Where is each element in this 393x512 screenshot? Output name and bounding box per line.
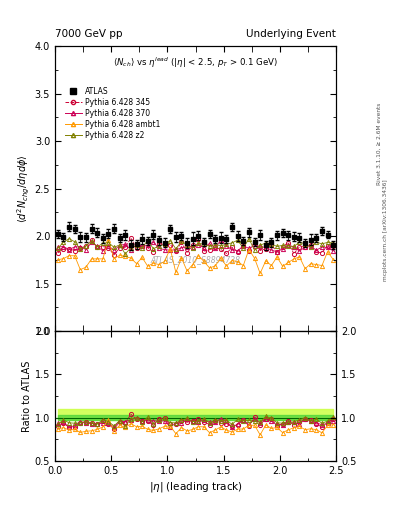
- Y-axis label: Ratio to ATLAS: Ratio to ATLAS: [22, 360, 32, 432]
- Y-axis label: $\langle d^2 N_{chg}/d\eta d\phi\rangle$: $\langle d^2 N_{chg}/d\eta d\phi\rangle$: [16, 154, 32, 223]
- Text: mcplots.cern.ch [arXiv:1306.3436]: mcplots.cern.ch [arXiv:1306.3436]: [384, 180, 388, 281]
- Legend: ATLAS, Pythia 6.428 345, Pythia 6.428 370, Pythia 6.428 ambt1, Pythia 6.428 z2: ATLAS, Pythia 6.428 345, Pythia 6.428 37…: [62, 84, 164, 143]
- Text: Underlying Event: Underlying Event: [246, 29, 336, 39]
- Text: ATLAS_2010_S8894728: ATLAS_2010_S8894728: [151, 255, 241, 264]
- X-axis label: $|\eta|$ (leading track): $|\eta|$ (leading track): [149, 480, 242, 494]
- Text: Rivet 3.1.10, ≥ 2.6M events: Rivet 3.1.10, ≥ 2.6M events: [377, 102, 382, 184]
- Text: $\langle N_{ch}\rangle$ vs $\eta^{lead}$ ($|\eta|$ < 2.5, $p_T$ > 0.1 GeV): $\langle N_{ch}\rangle$ vs $\eta^{lead}$…: [113, 56, 278, 71]
- Text: 7000 GeV pp: 7000 GeV pp: [55, 29, 123, 39]
